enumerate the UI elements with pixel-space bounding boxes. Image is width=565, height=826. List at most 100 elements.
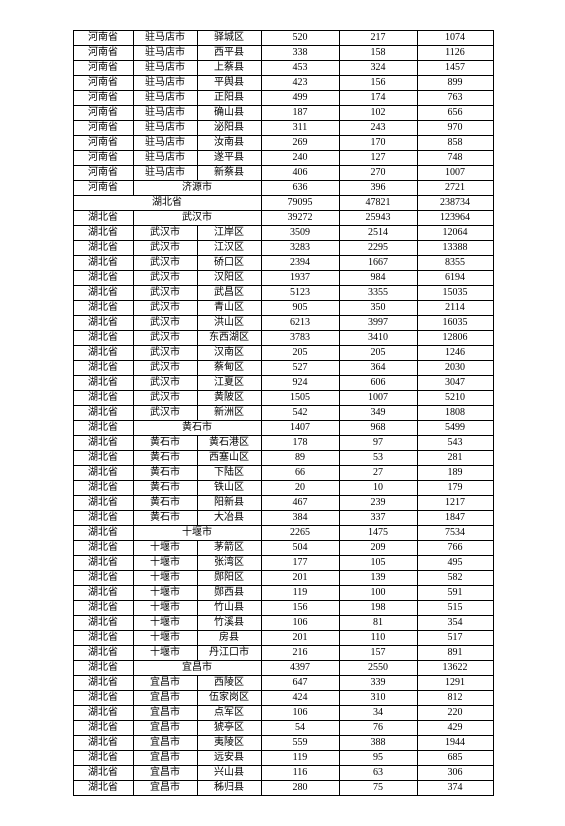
- table-cell: 891: [417, 646, 493, 661]
- table-cell: 685: [417, 751, 493, 766]
- table-cell: 6194: [417, 271, 493, 286]
- table-cell: 27: [339, 466, 417, 481]
- table-cell: 驿城区: [197, 31, 261, 46]
- table-cell: 1246: [417, 346, 493, 361]
- table-cell: 河南省: [73, 76, 133, 91]
- table-cell: 198: [339, 601, 417, 616]
- table-cell: 湖北省: [73, 376, 133, 391]
- table-row: 河南省驻马店市确山县187102656: [73, 106, 493, 121]
- table-cell: 湖北省: [73, 766, 133, 781]
- table-cell: 武昌区: [197, 286, 261, 301]
- table-cell: 郧阳区: [197, 571, 261, 586]
- table-cell: 116: [261, 766, 339, 781]
- table-cell: 湖北省: [73, 601, 133, 616]
- table-cell: 湖北省: [73, 586, 133, 601]
- table-cell: 1457: [417, 61, 493, 76]
- table-cell: 竹山县: [197, 601, 261, 616]
- table-row: 湖北省武汉市黄陂区150510075210: [73, 391, 493, 406]
- table-cell: 453: [261, 61, 339, 76]
- table-row: 湖北省武汉市汉阳区19379846194: [73, 271, 493, 286]
- table-cell: 310: [339, 691, 417, 706]
- table-cell: 216: [261, 646, 339, 661]
- table-cell: 97: [339, 436, 417, 451]
- table-cell: 武汉市: [133, 271, 197, 286]
- table-cell: 25943: [339, 211, 417, 226]
- table-cell: 337: [339, 511, 417, 526]
- table-cell: 汉南区: [197, 346, 261, 361]
- table-cell: 湖北省: [73, 271, 133, 286]
- table-cell: 2265: [261, 526, 339, 541]
- table-cell: 220: [417, 706, 493, 721]
- table-cell: 2394: [261, 256, 339, 271]
- table-row: 湖北省十堰市房县201110517: [73, 631, 493, 646]
- table-row: 河南省驻马店市驿城区5202171074: [73, 31, 493, 46]
- table-cell: 驻马店市: [133, 166, 197, 181]
- table-cell: 武汉市: [133, 361, 197, 376]
- table-cell: 十堰市: [133, 601, 197, 616]
- table-cell: 75: [339, 781, 417, 796]
- table-row: 湖北省宜昌市4397255013622: [73, 661, 493, 676]
- data-table-container: 河南省驻马店市驿城区5202171074河南省驻马店市西平县3381581126…: [73, 30, 493, 796]
- table-cell: 53: [339, 451, 417, 466]
- table-cell: 湖北省: [73, 226, 133, 241]
- table-cell: 110: [339, 631, 417, 646]
- table-cell: 黄石市: [133, 496, 197, 511]
- table-cell: 3783: [261, 331, 339, 346]
- table-cell: 384: [261, 511, 339, 526]
- table-cell: 201: [261, 631, 339, 646]
- table-cell: 54: [261, 721, 339, 736]
- table-cell: 905: [261, 301, 339, 316]
- table-cell: 1944: [417, 736, 493, 751]
- table-cell: 1074: [417, 31, 493, 46]
- table-cell: 宜昌市: [133, 691, 197, 706]
- table-cell: 34: [339, 706, 417, 721]
- table-cell: 527: [261, 361, 339, 376]
- table-row: 河南省驻马店市平舆县423156899: [73, 76, 493, 91]
- table-cell: 宜昌市: [133, 676, 197, 691]
- table-cell: 湖北省: [73, 421, 133, 436]
- table-cell: 湖北省: [73, 646, 133, 661]
- table-cell: 2114: [417, 301, 493, 316]
- table-cell: 187: [261, 106, 339, 121]
- table-cell: 1847: [417, 511, 493, 526]
- table-cell: 495: [417, 556, 493, 571]
- table-cell: 127: [339, 151, 417, 166]
- table-cell: 3509: [261, 226, 339, 241]
- table-row: 河南省驻马店市遂平县240127748: [73, 151, 493, 166]
- table-cell: 189: [417, 466, 493, 481]
- table-cell: 1007: [417, 166, 493, 181]
- table-cell: 驻马店市: [133, 106, 197, 121]
- table-row: 湖北省武汉市蔡甸区5273642030: [73, 361, 493, 376]
- table-cell: 济源市: [133, 181, 261, 196]
- table-cell: 宜昌市: [133, 736, 197, 751]
- table-cell: 178: [261, 436, 339, 451]
- table-cell: 武汉市: [133, 391, 197, 406]
- table-cell: 湖北省: [73, 616, 133, 631]
- table-cell: 茅箭区: [197, 541, 261, 556]
- table-cell: 宜昌市: [133, 781, 197, 796]
- table-cell: 张湾区: [197, 556, 261, 571]
- table-cell: 房县: [197, 631, 261, 646]
- table-row: 湖北省武汉市洪山区6213399716035: [73, 316, 493, 331]
- table-cell: 374: [417, 781, 493, 796]
- table-cell: 13622: [417, 661, 493, 676]
- table-cell: 湖北省: [73, 301, 133, 316]
- table-cell: 湖北省: [73, 481, 133, 496]
- table-cell: 156: [261, 601, 339, 616]
- table-row: 湖北省武汉市青山区9053502114: [73, 301, 493, 316]
- table-cell: 宜昌市: [133, 751, 197, 766]
- table-row: 河南省济源市6363962721: [73, 181, 493, 196]
- table-cell: 驻马店市: [133, 31, 197, 46]
- table-row: 湖北省十堰市张湾区177105495: [73, 556, 493, 571]
- table-cell: 139: [339, 571, 417, 586]
- table-row: 湖北省黄石市下陆区6627189: [73, 466, 493, 481]
- table-cell: 湖北省: [73, 196, 261, 211]
- table-cell: 338: [261, 46, 339, 61]
- table-cell: 黄石市: [133, 481, 197, 496]
- table-cell: 5123: [261, 286, 339, 301]
- table-cell: 十堰市: [133, 586, 197, 601]
- table-cell: 76: [339, 721, 417, 736]
- table-cell: 306: [417, 766, 493, 781]
- table-cell: 确山县: [197, 106, 261, 121]
- table-cell: 156: [339, 76, 417, 91]
